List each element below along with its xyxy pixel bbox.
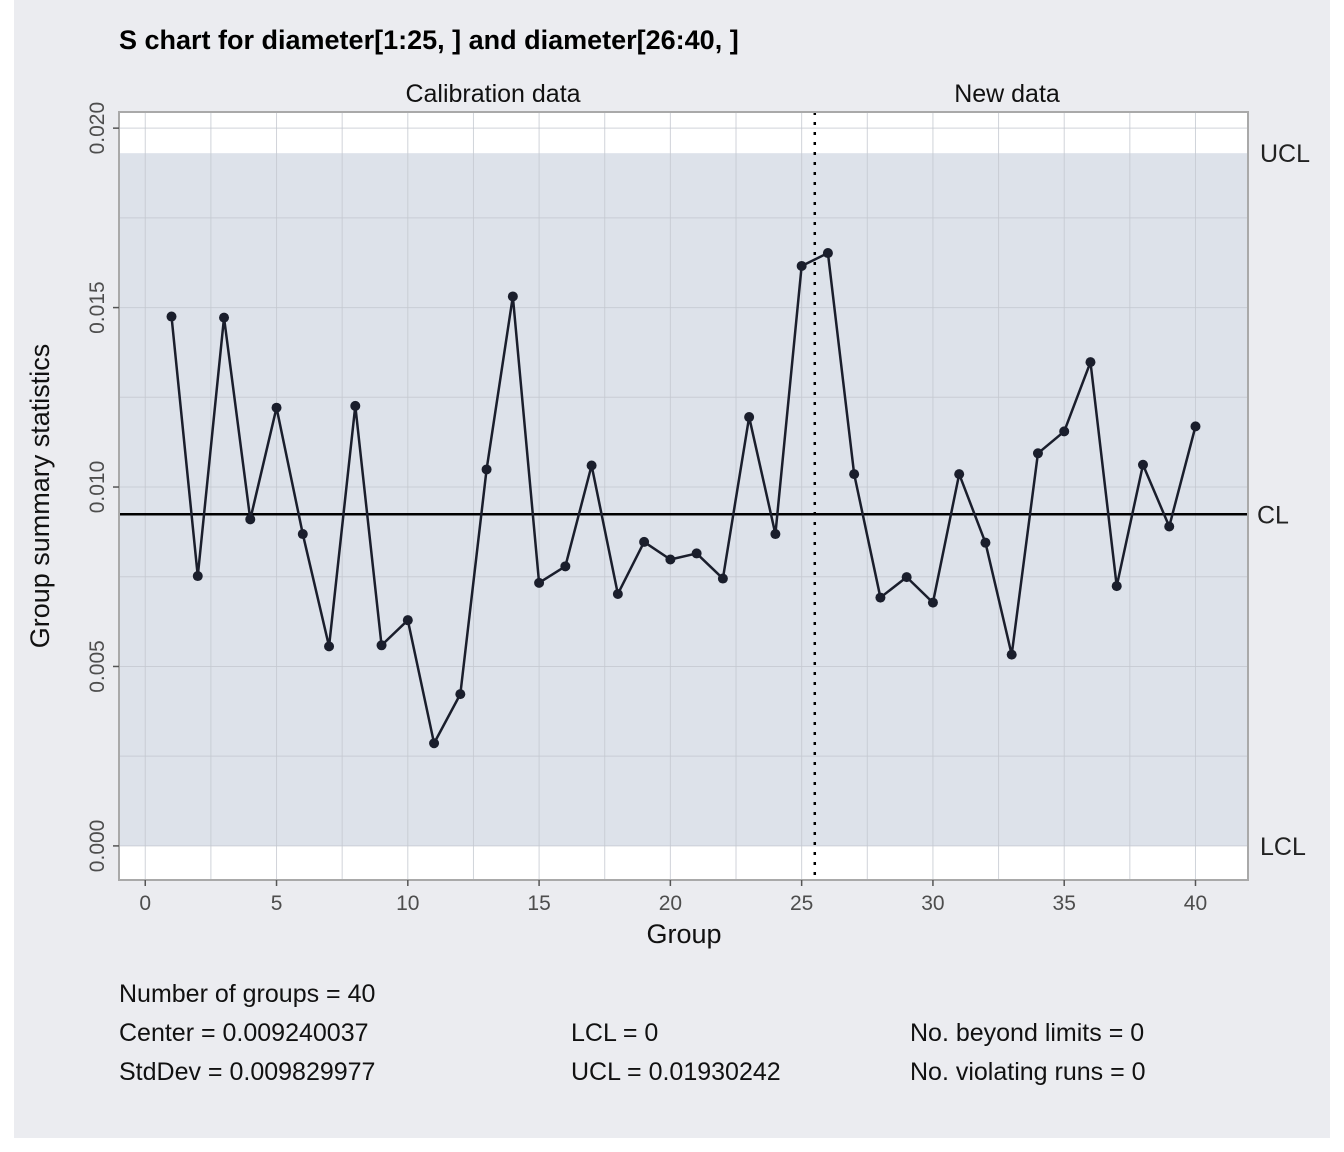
y-tick-label: 0.005 <box>86 640 109 693</box>
grid-lines <box>119 112 1248 880</box>
chart-title: S chart for diameter[1:25, ] and diamete… <box>119 25 739 55</box>
data-point <box>612 588 623 599</box>
y-tick-label: 0.010 <box>86 461 109 514</box>
y-tick-label: 0.020 <box>86 102 109 155</box>
data-point <box>271 402 282 413</box>
data-point <box>980 537 991 548</box>
stat-lcl: LCL = 0 <box>571 1019 658 1047</box>
stat-ucl: UCL = 0.01930242 <box>571 1058 781 1086</box>
data-point <box>429 738 440 749</box>
x-tick-label: 5 <box>271 892 283 915</box>
data-point <box>245 514 256 525</box>
data-point <box>324 641 335 652</box>
data-point <box>691 548 702 559</box>
stat-stddev: StdDev = 0.009829977 <box>119 1058 375 1086</box>
data-point <box>1111 581 1122 592</box>
y-axis: 0.000 0.005 0.010 0.015 0.020 <box>86 102 119 872</box>
summary-stats: Number of groups = 40 Center = 0.0092400… <box>119 980 1146 1086</box>
stat-beyond-limits: No. beyond limits = 0 <box>910 1019 1144 1047</box>
data-point <box>507 291 518 302</box>
data-point <box>1006 649 1017 660</box>
data-point <box>770 529 781 540</box>
x-tick-label: 40 <box>1184 892 1207 915</box>
x-tick-label: 10 <box>396 892 419 915</box>
data-point <box>639 536 650 547</box>
plot-area <box>118 111 1249 881</box>
x-tick-label: 25 <box>790 892 813 915</box>
stat-center: Center = 0.009240037 <box>119 1019 369 1047</box>
x-tick-label: 15 <box>527 892 550 915</box>
x-tick-label: 20 <box>659 892 682 915</box>
data-point <box>1059 426 1070 437</box>
data-point <box>192 571 203 582</box>
y-tick-label: 0.015 <box>86 281 109 334</box>
data-point <box>297 529 308 540</box>
data-point <box>534 577 545 588</box>
x-tick-label: 0 <box>139 892 151 915</box>
x-tick-label: 30 <box>921 892 944 915</box>
cl-label: CL <box>1257 501 1289 529</box>
data-point <box>402 615 413 626</box>
data-point <box>796 260 807 271</box>
data-point <box>717 573 728 584</box>
data-point <box>665 554 676 565</box>
data-point <box>1137 459 1148 470</box>
control-band <box>119 153 1248 846</box>
data-point <box>901 572 912 583</box>
x-axis-label: Group <box>646 919 721 949</box>
data-point <box>849 469 860 480</box>
data-point <box>954 469 965 480</box>
data-series <box>166 248 1201 749</box>
plot-frame <box>118 111 1249 881</box>
data-point <box>1190 421 1201 432</box>
data-point <box>822 248 833 259</box>
data-point <box>560 561 571 572</box>
data-point <box>875 592 886 603</box>
data-point <box>455 689 466 700</box>
data-point <box>481 464 492 475</box>
data-point <box>744 412 755 423</box>
data-point <box>350 400 361 411</box>
y-tick-label: 0.000 <box>86 820 109 873</box>
data-point <box>1085 357 1096 368</box>
data-point <box>1032 448 1043 459</box>
data-point <box>219 312 230 323</box>
series-line <box>170 251 1197 745</box>
data-point <box>376 640 387 651</box>
x-tick-label: 35 <box>1053 892 1076 915</box>
section-label-new-data: New data <box>954 80 1060 108</box>
stat-violating-runs: No. violating runs = 0 <box>910 1058 1146 1086</box>
data-point <box>166 311 177 322</box>
y-axis-label: Group summary statistics <box>25 344 55 649</box>
data-point <box>927 597 938 608</box>
x-axis: 0 5 10 15 20 25 30 35 40 <box>139 880 1207 915</box>
data-point <box>1164 521 1175 532</box>
stat-number-of-groups: Number of groups = 40 <box>119 980 375 1008</box>
lcl-label: LCL <box>1260 833 1306 861</box>
ucl-label: UCL <box>1260 140 1310 168</box>
section-label-calibration: Calibration data <box>405 80 580 108</box>
data-point <box>586 460 597 471</box>
